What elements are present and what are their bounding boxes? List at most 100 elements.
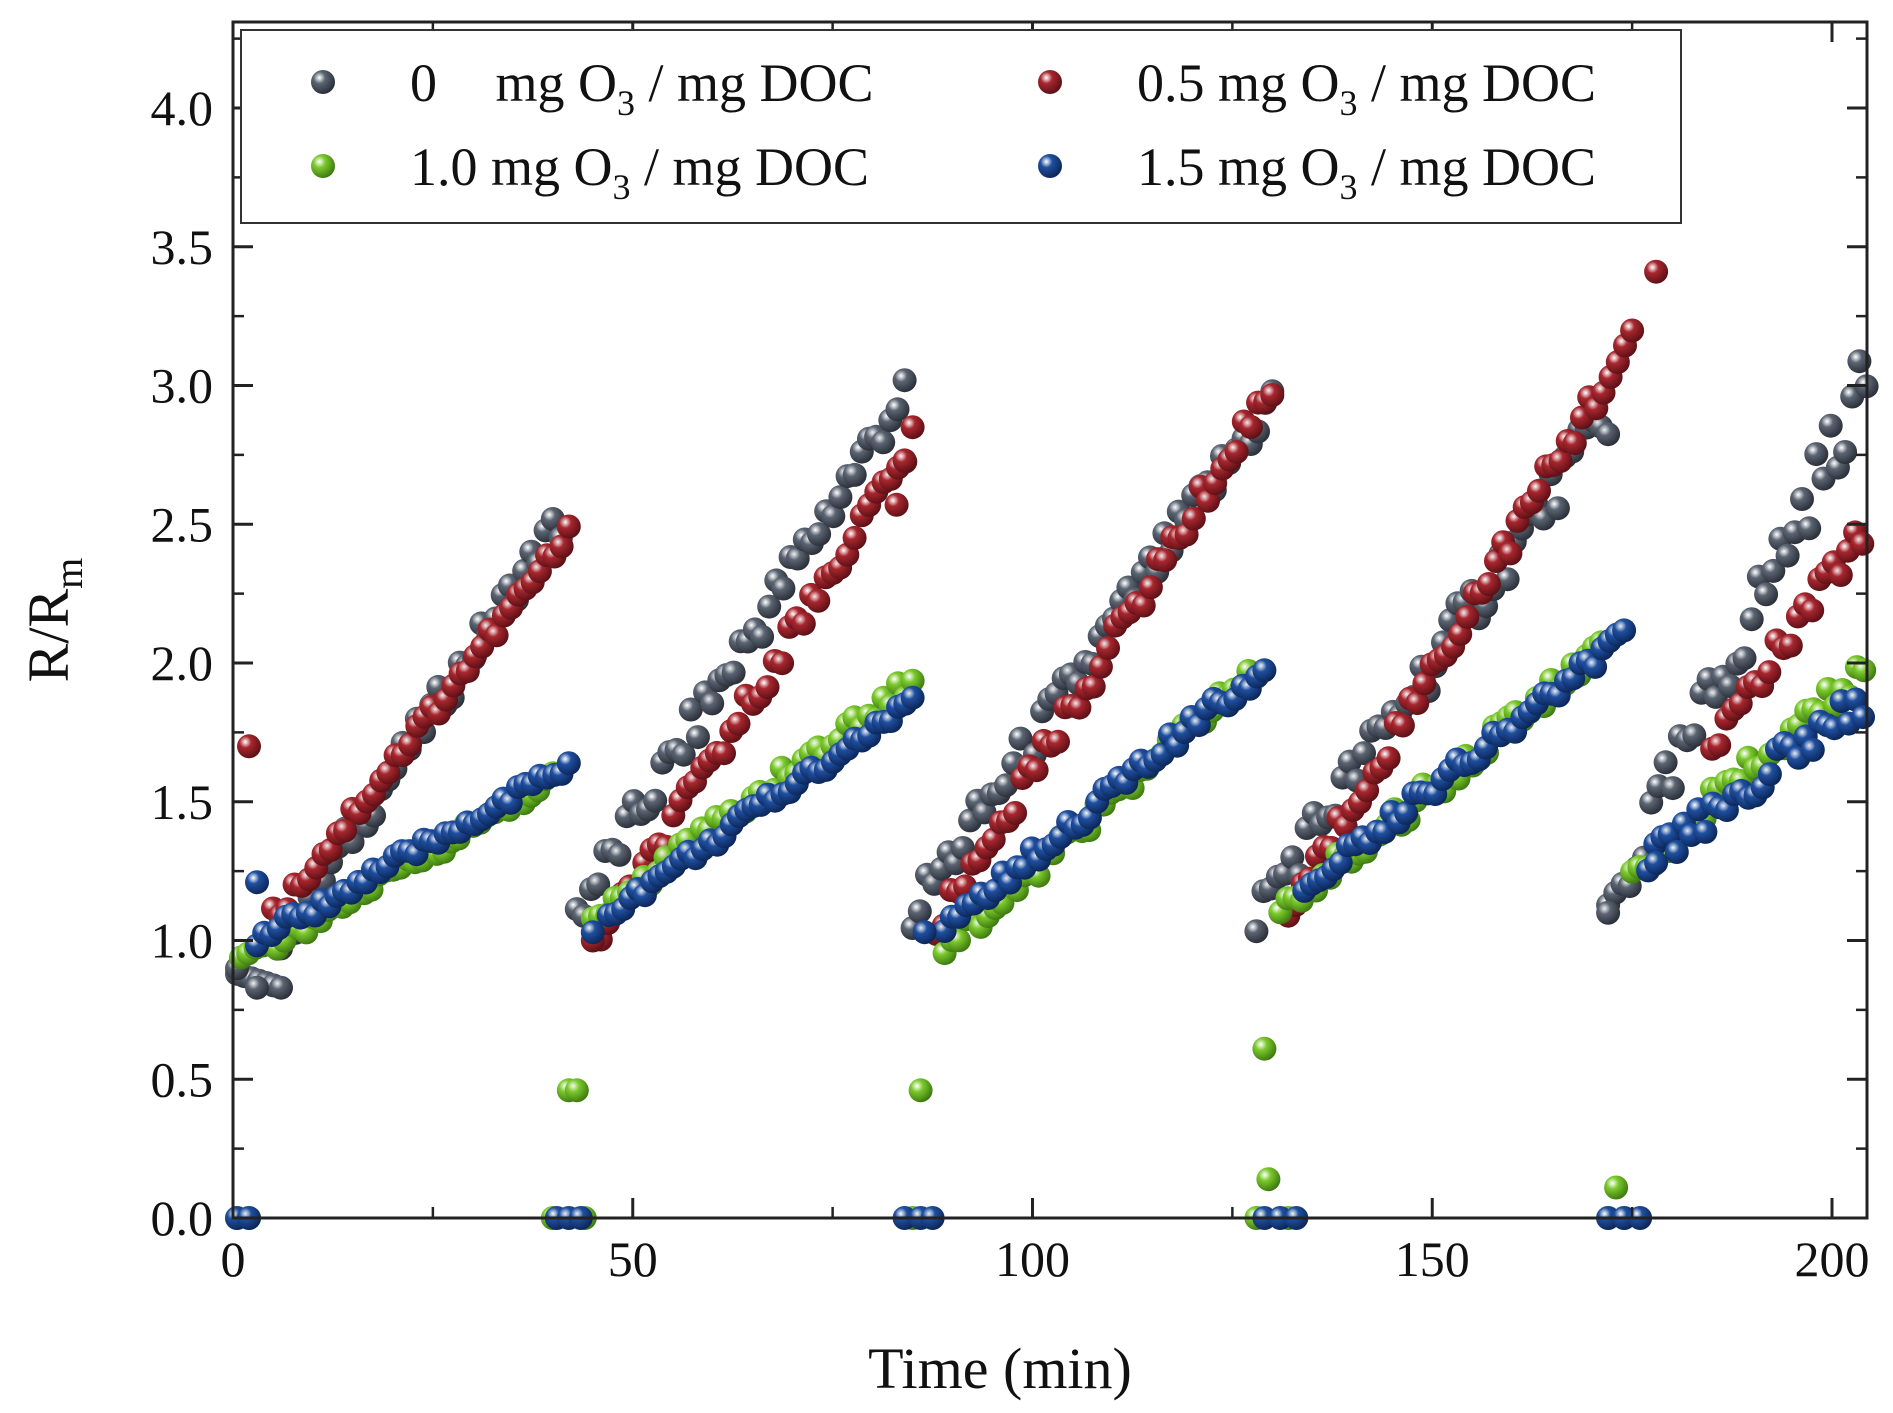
data-point (678, 697, 703, 722)
data-point (1081, 674, 1106, 699)
data-point (885, 397, 910, 422)
data-point (1847, 349, 1872, 374)
data-point (1238, 415, 1263, 439)
data-point (1682, 723, 1707, 748)
data-point (1790, 487, 1814, 511)
data-point (912, 920, 937, 945)
legend-marker-0 (311, 70, 335, 94)
data-point (842, 525, 867, 550)
data-point (607, 842, 632, 867)
data-point (580, 920, 605, 945)
data-point (1376, 746, 1401, 771)
data-point (1394, 801, 1419, 825)
legend-marker-1 (1038, 70, 1062, 94)
data-point (755, 675, 780, 700)
legend: 0 mg O3 / mg DOC 0.5 mg O3 / mg DOC 1.0 … (240, 29, 1682, 224)
data-point (1562, 431, 1587, 456)
legend-label-3: 1.5 mg O3 / mg DOC (1137, 137, 1596, 207)
legend-label-1: 0.5 mg O3 / mg DOC (1137, 53, 1596, 123)
y-tick-label: 3.5 (151, 219, 214, 275)
data-point (900, 415, 925, 440)
data-point (1003, 801, 1028, 825)
data-point (1256, 1167, 1281, 1192)
y-tick-label: 0.0 (151, 1190, 214, 1246)
data-point (1548, 449, 1573, 473)
x-tick-label: 50 (608, 1231, 658, 1287)
data-point (1527, 478, 1551, 503)
data-point (1138, 575, 1163, 600)
data-point (1067, 695, 1092, 720)
data-point (1596, 422, 1621, 447)
data-point (333, 818, 358, 843)
data-point (1804, 442, 1829, 467)
data-point (586, 872, 611, 897)
data-point (1754, 582, 1779, 607)
y-tick-label: 1.5 (151, 774, 214, 830)
data-point (1620, 318, 1645, 343)
data-point (1757, 660, 1782, 685)
data-point (398, 732, 423, 757)
data-point (1604, 1175, 1629, 1200)
data-point (1644, 259, 1669, 284)
legend-box (240, 29, 1682, 224)
data-point (1818, 413, 1843, 438)
data-point (1153, 548, 1178, 573)
x-tick-label: 100 (995, 1231, 1070, 1287)
data-point (907, 899, 932, 924)
data-point (671, 742, 696, 767)
data-point (700, 691, 725, 716)
data-point (1757, 762, 1782, 787)
data-point (643, 788, 668, 813)
data-point (1707, 733, 1732, 758)
data-point (1693, 819, 1718, 844)
data-point (269, 975, 293, 1000)
data-point (900, 685, 925, 710)
data-points (225, 259, 1879, 1230)
data-point (1495, 567, 1520, 592)
data-point (1833, 440, 1858, 464)
data-point (1545, 496, 1570, 521)
data-point (871, 430, 896, 455)
data-point (828, 485, 853, 510)
data-point (1850, 531, 1875, 556)
data-point (1732, 646, 1757, 671)
data-point (791, 611, 816, 636)
y-tick-label: 2.5 (151, 496, 214, 552)
data-point (237, 734, 261, 759)
data-point (1797, 516, 1822, 541)
data-point (1252, 1036, 1277, 1061)
data-point (1260, 383, 1285, 407)
data-point (770, 651, 795, 676)
x-tick-label: 0 (221, 1231, 246, 1287)
legend-marker-3 (1038, 154, 1062, 178)
data-point (757, 594, 782, 619)
data-point (1653, 750, 1678, 775)
data-point (1096, 636, 1120, 660)
data-point (1008, 726, 1033, 751)
data-point (1046, 729, 1070, 754)
data-point (726, 711, 751, 736)
legend-label-0: 0 mg O3 / mg DOC (410, 53, 874, 123)
data-point (1778, 633, 1803, 658)
data-point (807, 522, 832, 547)
y-tick-label: 0.5 (151, 1051, 214, 1107)
data-point (685, 725, 710, 750)
data-point (1131, 593, 1156, 618)
data-point (484, 623, 509, 648)
legend-marker-2 (311, 154, 335, 178)
data-point (1476, 572, 1501, 596)
data-point (785, 546, 810, 571)
data-point (1390, 713, 1415, 738)
data-point (1024, 758, 1049, 783)
data-point (1718, 674, 1743, 699)
data-point (1498, 541, 1523, 566)
legend-label-2: 1.0 mg O3 / mg DOC (410, 137, 869, 207)
y-tick-label: 1.0 (151, 913, 214, 969)
data-point (1775, 543, 1800, 568)
data-point (1224, 439, 1249, 464)
data-point (556, 751, 581, 776)
y-tick-label: 3.0 (151, 358, 214, 414)
data-point (1596, 900, 1621, 925)
x-tick-label: 200 (1795, 1231, 1870, 1287)
